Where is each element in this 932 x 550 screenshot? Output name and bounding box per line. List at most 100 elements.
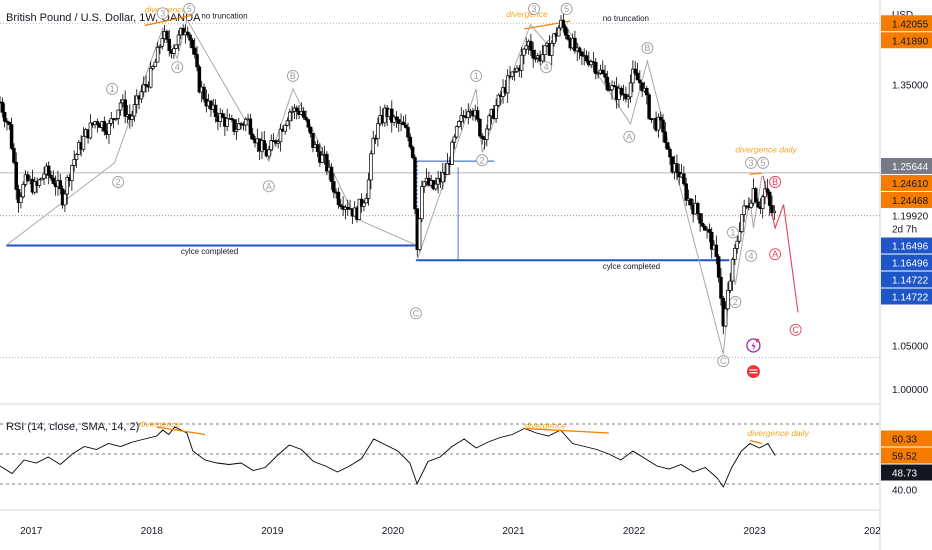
price-tag-text: 1.14722 <box>892 276 929 287</box>
price-bar-body <box>107 122 111 135</box>
price-bar-body <box>114 118 118 120</box>
y-tick-label: 1.35000 <box>892 81 929 92</box>
price-bar-body <box>767 191 772 206</box>
annotation-text: cylce completed <box>181 247 238 256</box>
price-bar-body <box>269 140 273 151</box>
price-bar-body <box>192 47 197 55</box>
price-bar-body <box>735 240 739 249</box>
y-tick-label: 1.05000 <box>892 341 929 352</box>
price-bar-body <box>345 206 350 210</box>
wave-label-circle <box>106 83 119 95</box>
wave-label: C <box>409 307 422 320</box>
wave-label-text: 4 <box>544 62 549 72</box>
wave-label-circle <box>112 176 125 188</box>
rsi-axis-tag: 59.52 <box>881 447 932 464</box>
price-bar-body <box>682 173 686 185</box>
price-axis-tag: 1.24610 <box>881 174 932 191</box>
price-bar-body <box>21 184 25 198</box>
wave-label: A <box>262 180 275 193</box>
price-bar-body <box>250 133 255 140</box>
price-bar-body <box>730 259 735 282</box>
price-axis-tag: 1.25644 <box>881 157 932 174</box>
price-bar-body <box>494 105 498 119</box>
wave-label-text: A <box>266 181 272 191</box>
price-tag-text: 60.33 <box>892 435 917 446</box>
price-bar-body <box>95 121 100 125</box>
price-tag-bg <box>881 191 932 208</box>
price-tag-bg <box>881 430 932 447</box>
wave-label: C <box>789 323 802 336</box>
price-tag-bg <box>881 237 932 254</box>
price-bar-body <box>633 68 637 74</box>
price-tag-text: 1.24610 <box>892 179 929 190</box>
price-bar-body <box>457 121 461 127</box>
price-bar-body <box>267 149 271 157</box>
price-bar-body <box>566 34 570 40</box>
price-bar-body <box>329 166 334 182</box>
annotation-text: divergence <box>139 419 181 429</box>
price-bar-body <box>753 188 758 203</box>
price-bar-body <box>760 196 765 209</box>
price-bar-body <box>51 177 56 184</box>
wave-label: 2 <box>112 176 125 188</box>
wave-label: B <box>286 69 299 82</box>
price-bar-body <box>213 104 218 117</box>
price-bar-body <box>230 118 234 121</box>
wave-label: B <box>641 42 654 55</box>
price-bar-body <box>19 196 23 203</box>
wave-label: 3 <box>156 7 169 20</box>
price-bar-body <box>552 33 556 44</box>
divergence-line <box>144 14 194 27</box>
rsi-divergence-line <box>524 427 609 434</box>
wave-label-text: A <box>626 132 632 142</box>
price-bar-body <box>65 177 69 195</box>
price-bar-body <box>81 135 86 150</box>
wave-label-text: C <box>792 325 799 335</box>
x-tick-label: 2019 <box>261 526 284 537</box>
price-bar-body <box>480 135 484 139</box>
wave-label: 2 <box>476 154 489 167</box>
price-bar-body <box>422 181 426 187</box>
x-tick-label: 2023 <box>743 526 766 537</box>
price-tag-text: 48.73 <box>892 469 917 480</box>
price-bar-body <box>396 119 401 124</box>
wave-label-text: 2 <box>733 297 738 307</box>
price-bar-body <box>306 119 311 128</box>
price-bar-body <box>74 153 79 160</box>
price-bar-body <box>737 231 742 242</box>
wave-label: 4 <box>171 61 184 74</box>
price-bar-body <box>160 38 165 47</box>
price-bar-body <box>519 54 524 71</box>
rsi-axis-tag: 40.00 <box>881 481 932 498</box>
price-bar-body <box>675 163 679 173</box>
rsi-axis-tag: 60.33 <box>881 430 932 447</box>
rsi-divergence-line <box>156 426 206 436</box>
price-bar-body <box>9 124 14 149</box>
price-bar-body <box>647 94 651 119</box>
price-bar-body <box>153 61 158 67</box>
price-bar-body <box>589 61 593 66</box>
rsi-line <box>0 426 776 488</box>
price-bar-body <box>118 102 123 111</box>
price-bar-body <box>770 205 774 214</box>
wave-label-text: B <box>290 71 296 81</box>
price-bar-body <box>390 108 394 123</box>
price-bar-body <box>594 61 598 74</box>
price-bar-body <box>765 188 770 193</box>
price-bar-body <box>619 87 624 95</box>
price-tag-text: 59.52 <box>892 452 917 463</box>
divergence-line <box>749 172 762 175</box>
price-bar-body <box>733 248 737 260</box>
price-axis-tag: 1.41890 <box>881 32 932 49</box>
x-tick-label: 2022 <box>623 526 646 537</box>
price-tag-text: 1.16496 <box>892 259 929 270</box>
price-bar-body <box>719 276 723 299</box>
price-bar-body <box>174 44 178 49</box>
price-bar-body <box>364 197 369 204</box>
price-tag-text: 40.00 <box>892 486 917 497</box>
wave-label-text: 2 <box>116 177 121 187</box>
wave-label-circle <box>540 61 553 74</box>
y-tick-label: 1.19920 <box>892 212 929 223</box>
price-bar-body <box>285 120 290 126</box>
